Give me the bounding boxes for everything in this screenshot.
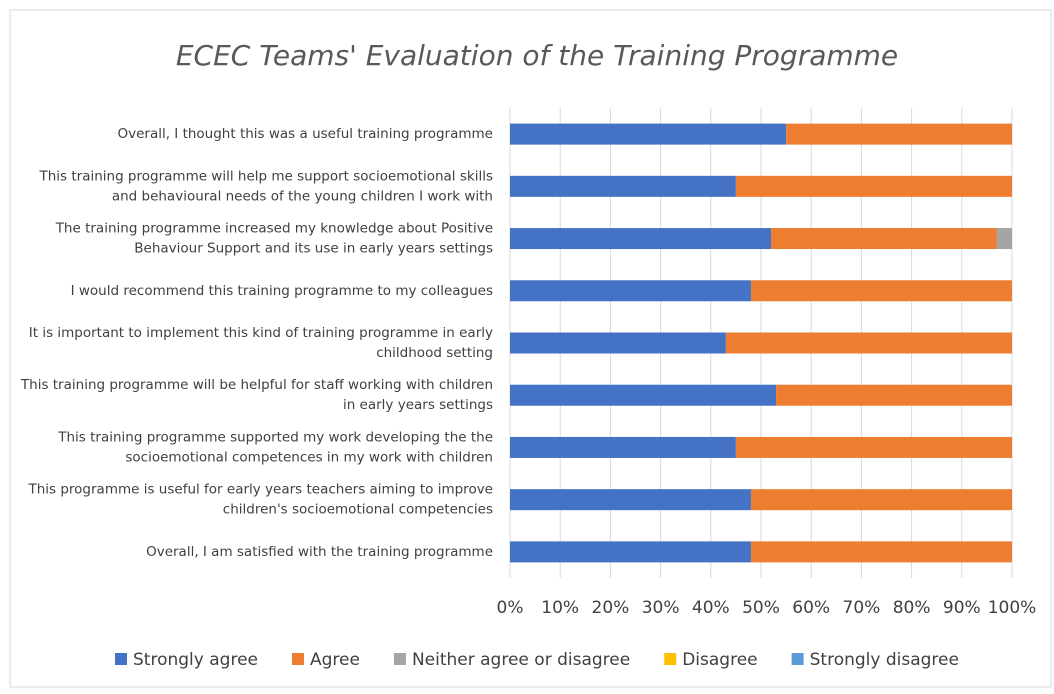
bar-segment	[776, 384, 1012, 406]
y-tick-label: I would recommend this training programm…	[71, 283, 493, 299]
x-tick-label: 10%	[541, 598, 579, 618]
bar-segment	[771, 228, 997, 250]
x-tick-label: 0%	[497, 598, 524, 618]
x-tick-label: 60%	[792, 598, 830, 618]
bar-segment	[750, 541, 1012, 563]
y-tick-label: This training programme supported my wor…	[57, 429, 493, 465]
y-tick-label: Overall, I am satisfied with the trainin…	[146, 544, 493, 560]
chart-title: ECEC Teams' Evaluation of the Training P…	[176, 39, 898, 72]
bar-segment	[725, 332, 1012, 354]
y-tick-label: This training programme will be helpful …	[20, 377, 493, 413]
legend-label: Disagree	[682, 650, 757, 670]
bar-segment	[735, 436, 1012, 458]
bar-segment	[510, 280, 751, 302]
bar-segment	[735, 175, 1012, 197]
bar-segment	[510, 436, 736, 458]
x-tick-label: 30%	[642, 598, 680, 618]
bar-segment	[510, 332, 726, 354]
x-tick-label: 80%	[893, 598, 931, 618]
legend-swatch	[791, 653, 804, 665]
x-tick-label: 20%	[592, 598, 630, 618]
y-tick-label: This programme is useful for early years…	[27, 482, 493, 518]
legend-label: Strongly agree	[133, 650, 258, 670]
bar-segment	[510, 384, 777, 406]
legend-swatch	[393, 653, 406, 665]
y-tick-label: Overall, I thought this was a useful tra…	[117, 126, 493, 142]
bar-segment	[510, 123, 787, 145]
bar-segment	[996, 228, 1012, 250]
bar-segment	[786, 123, 1012, 145]
legend-label: Neither agree or disagree	[412, 650, 630, 670]
legend-swatch	[291, 653, 304, 665]
bar-segment	[510, 175, 736, 197]
x-tick-label: 70%	[843, 598, 881, 618]
bar-segment	[510, 228, 772, 250]
bar-segment	[750, 280, 1012, 302]
y-tick-label: The training programme increased my know…	[55, 221, 493, 257]
bar-segment	[510, 541, 751, 563]
x-tick-label: 50%	[742, 598, 780, 618]
legend-label: Strongly disagree	[810, 650, 959, 670]
bar-segment	[750, 489, 1012, 511]
legend-swatch	[115, 653, 128, 665]
x-tick-label: 100%	[988, 598, 1037, 618]
legend-swatch	[664, 653, 677, 665]
x-tick-label: 90%	[943, 598, 981, 618]
x-tick-label: 40%	[692, 598, 730, 618]
bar-segment	[510, 489, 751, 511]
y-tick-label: It is important to implement this kind o…	[29, 325, 493, 361]
y-tick-label: This training programme will help me sup…	[38, 168, 493, 204]
legend-label: Agree	[310, 650, 360, 670]
